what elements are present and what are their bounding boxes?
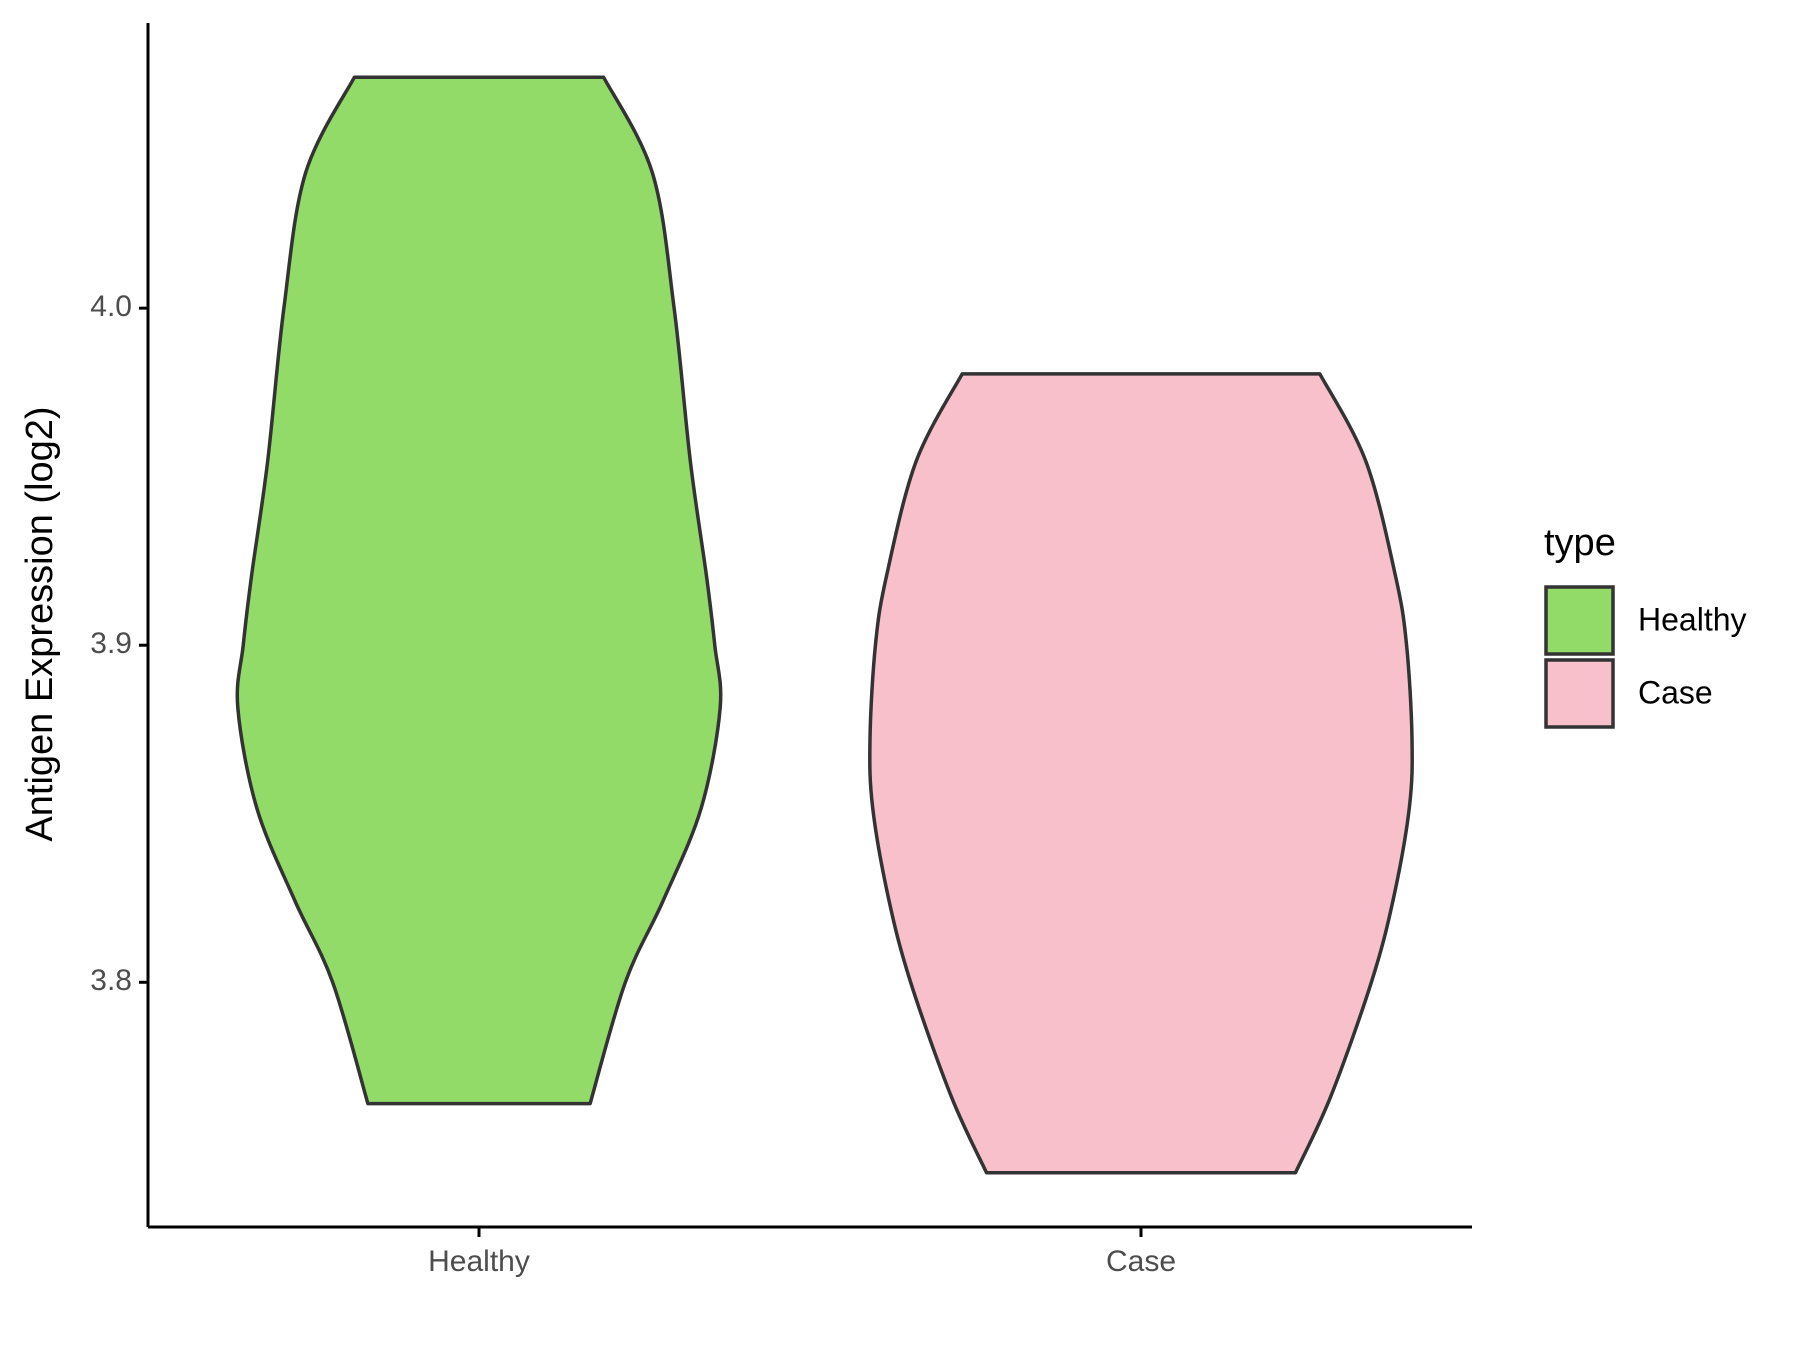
y-tick-label: 3.9 <box>90 627 132 660</box>
legend-label: Healthy <box>1638 601 1747 637</box>
y-tick-label: 4.0 <box>90 290 132 323</box>
violin <box>235 75 723 1106</box>
y-tick-label: 3.8 <box>90 964 132 997</box>
legend-label: Case <box>1638 674 1713 710</box>
y-axis-title: Antigen Expression (log2) <box>19 406 61 841</box>
legend-key <box>1544 585 1615 656</box>
legend-key <box>1544 658 1615 729</box>
x-tick-label: Case <box>1106 1245 1176 1278</box>
violin <box>868 372 1414 1175</box>
legend-title: type <box>1544 522 1616 564</box>
x-tick-label: Healthy <box>428 1245 530 1278</box>
